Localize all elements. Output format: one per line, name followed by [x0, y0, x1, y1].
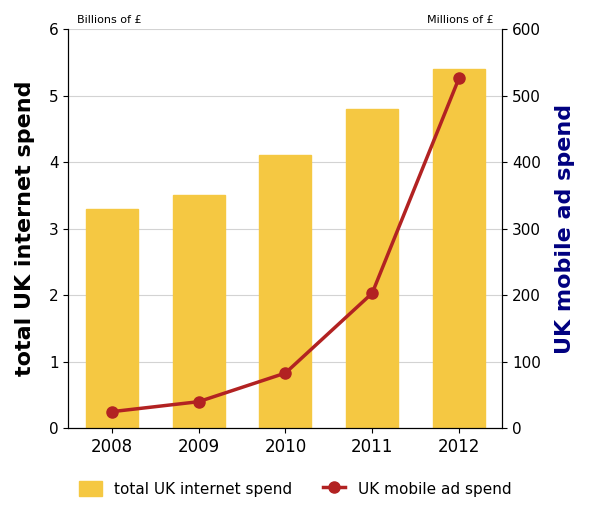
Y-axis label: UK mobile ad spend: UK mobile ad spend — [555, 103, 575, 354]
Y-axis label: total UK internet spend: total UK internet spend — [15, 81, 35, 376]
Bar — [260, 156, 312, 429]
Bar — [86, 209, 138, 429]
Bar — [172, 196, 225, 429]
Legend: total UK internet spend, UK mobile ad spend: total UK internet spend, UK mobile ad sp… — [71, 473, 519, 504]
Text: Billions of £: Billions of £ — [77, 15, 142, 25]
Text: Millions of £: Millions of £ — [427, 15, 494, 25]
Bar — [346, 109, 398, 429]
Bar — [433, 69, 485, 429]
